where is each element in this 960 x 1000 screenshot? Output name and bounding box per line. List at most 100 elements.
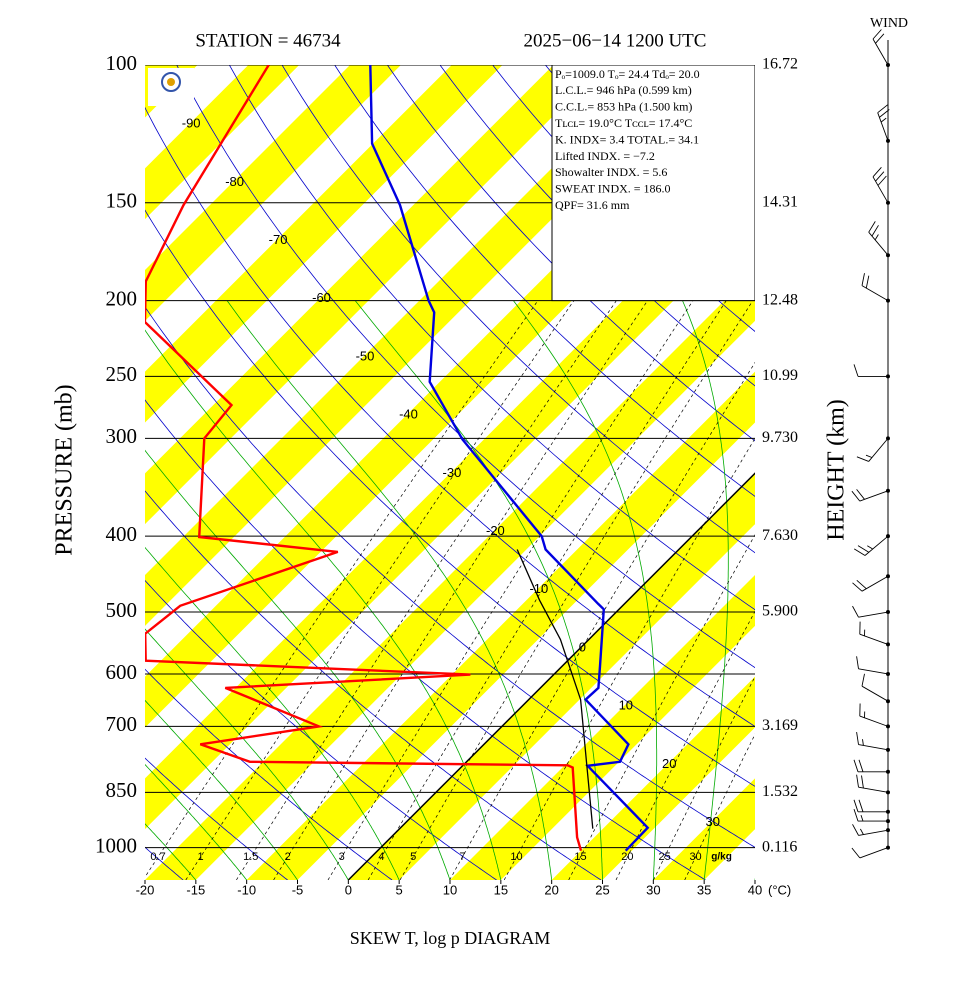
isotherm-band	[450, 575, 755, 880]
freezing-isotherm	[347, 472, 755, 880]
isotherm-label: 0	[579, 639, 586, 654]
station-title: STATION = 46734	[195, 30, 341, 51]
x-tick-label: 30	[646, 882, 660, 897]
info-line: K. INDX= 3.4 TOTAL.= 34.1	[555, 132, 699, 146]
mixing-ratio-label: 7	[459, 851, 465, 863]
y-tick-label: 700	[106, 712, 138, 736]
mixing-ratio-label: 1	[197, 851, 203, 863]
mixing-ratio-line	[615, 610, 755, 880]
isotherm-band	[145, 65, 503, 423]
wind-dot	[886, 298, 890, 303]
x-tick-label: -20	[136, 882, 155, 897]
wind-barb	[859, 621, 889, 645]
isotherm-band	[145, 65, 605, 525]
wind-dot	[886, 809, 890, 814]
wind-barb	[852, 575, 889, 592]
y-tick-label: 100	[106, 51, 138, 75]
x-tick-label: -15	[186, 882, 205, 897]
wind-dot	[886, 828, 890, 833]
y2-tick-label: 16.72	[762, 56, 798, 73]
wind-dot	[886, 699, 890, 704]
wind-barb	[853, 535, 889, 556]
wind-dot	[886, 534, 890, 539]
mixing-ratio-label: 3	[339, 851, 345, 863]
wind-dot	[886, 138, 890, 143]
y-tick-label: 250	[106, 362, 138, 386]
moist-adiabat	[226, 300, 553, 880]
wind-dot	[886, 436, 890, 441]
mixing-ratio-line	[653, 675, 755, 880]
x-tick-label: -10	[237, 882, 256, 897]
y2-tick-label: 0.116	[762, 838, 797, 855]
y-tick-label: 200	[106, 286, 138, 310]
x-tick-label: -5	[292, 882, 304, 897]
info-line: Pₒ=1009.0 Tₒ= 24.4 Tdₒ= 20.0	[555, 67, 700, 81]
y2-tick-label: 1.532	[762, 783, 798, 800]
info-line: QPF= 31.6 mm	[555, 198, 630, 212]
profile-line	[369, 65, 650, 852]
wind-barb	[868, 221, 889, 256]
wind-dot	[886, 200, 890, 205]
mixing-ratio-line	[145, 300, 539, 878]
mixing-ratio-label: 2	[285, 851, 291, 863]
mixing-ratio-line	[273, 300, 648, 880]
x-tick-label: 35	[697, 882, 711, 897]
wind-barb	[861, 673, 889, 702]
isotherm-band	[857, 65, 960, 880]
dry-adiabat	[281, 65, 755, 554]
wind-label: WIND	[870, 16, 908, 31]
logo-dot	[167, 78, 175, 86]
y-tick-label: 500	[106, 598, 138, 622]
isotherm-band	[551, 676, 755, 880]
x-unit: (°C)	[768, 882, 791, 897]
wind-dot	[886, 671, 890, 676]
y2-tick-label: 10.99	[762, 367, 798, 384]
mixing-ratio-line	[684, 733, 755, 880]
x-tick-label: 25	[595, 882, 609, 897]
x-tick-label: 0	[345, 882, 352, 897]
profile-line	[516, 549, 594, 829]
wind-dot	[886, 574, 890, 579]
y2-tick-label: 9.730	[762, 429, 798, 446]
mixing-ratio-line	[503, 437, 755, 880]
moist-adiabat	[145, 628, 349, 880]
info-box	[551, 65, 755, 302]
y-tick-label: 150	[106, 189, 138, 213]
wind-barb	[853, 364, 889, 377]
isotherm-band	[0, 65, 96, 880]
moist-adiabat	[806, 301, 932, 880]
isotherm-band	[145, 65, 401, 321]
isotherm-band	[246, 371, 755, 880]
isotherm-label: -20	[486, 523, 505, 538]
wind-barb	[856, 656, 889, 675]
isotherm-label: -10	[529, 581, 548, 596]
wind-barb	[872, 167, 889, 204]
isotherm-label: -80	[225, 174, 244, 189]
wind-dot	[886, 63, 890, 67]
y2-tick-label: 3.169	[762, 717, 798, 734]
wind-dot	[886, 724, 890, 729]
moist-adiabat	[354, 300, 603, 880]
moist-adiabat	[145, 546, 400, 880]
isotherm-label: -40	[399, 407, 418, 422]
mixing-ratio-unit: g/kg	[711, 852, 732, 863]
wind-barb	[852, 605, 889, 618]
dry-adiabat	[861, 65, 960, 880]
moist-adiabat	[145, 449, 451, 880]
moist-adiabat	[145, 699, 298, 880]
x-tick-label: 40	[748, 882, 762, 897]
mixing-ratio-line	[449, 361, 755, 880]
wind-barb	[856, 438, 889, 462]
moist-adiabat	[145, 329, 502, 880]
mixing-ratio-line	[236, 300, 617, 880]
isotherm-label: 20	[662, 756, 676, 771]
isotherm-label: -90	[182, 116, 201, 131]
wind-barb	[853, 759, 889, 773]
mixing-ratio-label: 1.5	[243, 851, 258, 863]
x-tick-label: 5	[396, 882, 403, 897]
y2-tick-label: 12.48	[762, 291, 798, 308]
mixing-ratio-label: 0.7	[150, 851, 165, 863]
date-subtitle: 2025−06−14 1200 UTC	[524, 30, 707, 51]
moist-adiabat	[145, 823, 197, 880]
wind-dot	[886, 488, 890, 493]
